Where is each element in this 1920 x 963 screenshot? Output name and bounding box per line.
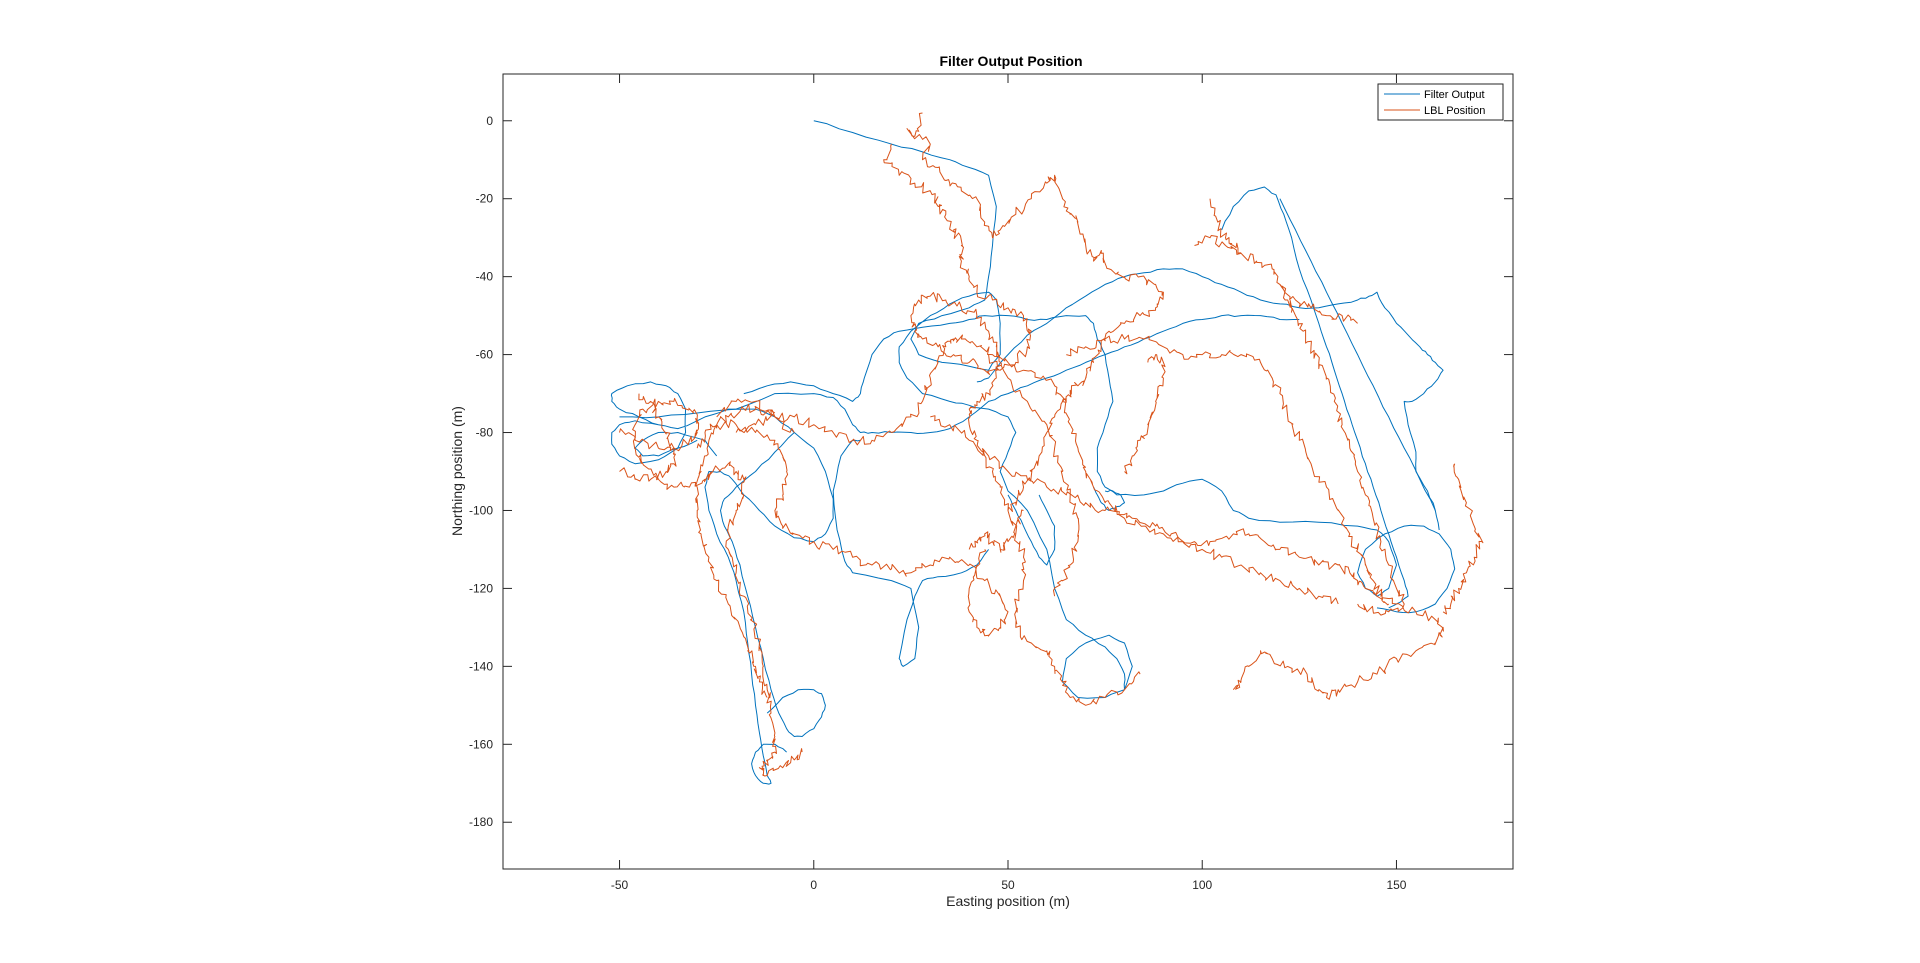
lbl-position-line-segment <box>716 398 795 433</box>
filter-output-line-segment <box>1221 186 1409 609</box>
filter-output-line-segment <box>1279 198 1436 511</box>
lbl-position-line-segment <box>930 415 1339 605</box>
y-tick-label: -120 <box>469 581 493 595</box>
lbl-position-line-segment <box>1066 333 1390 606</box>
legend-label-filter-output: Filter Output <box>1424 89 1485 101</box>
lbl-position-line-segment <box>696 419 1009 637</box>
lbl-position-line-segment <box>619 397 803 777</box>
ticks-layer: -50 0 50 100 150 0 -20 -40 -60 -80 -100 -120 -140 -16… <box>469 74 1513 892</box>
filter-output-line-segment <box>1007 494 1056 566</box>
lbl-position-line-segment <box>735 334 1444 700</box>
filter-output-line-segment <box>619 314 1300 434</box>
x-tick-label: -50 <box>611 878 629 892</box>
lbl-position-line-segment <box>695 403 776 698</box>
y-tick-label: -80 <box>476 426 494 440</box>
lbl-position-line-segment <box>1279 284 1358 324</box>
lbl-position-line-segment <box>1442 463 1484 615</box>
lbl-position-line-segment <box>883 143 1141 706</box>
y-tick-label: -60 <box>476 348 494 362</box>
y-tick-label: -140 <box>469 659 493 673</box>
x-tick-label: 0 <box>810 878 817 892</box>
y-tick-label: -100 <box>469 503 493 517</box>
x-tick-label: 50 <box>1001 878 1015 892</box>
filter-output-line-segment <box>813 120 1133 699</box>
filter-output-line-segment <box>720 432 826 737</box>
x-tick-label: 100 <box>1192 878 1212 892</box>
legend-label-lbl-position: LBL Position <box>1424 105 1485 117</box>
y-tick-label: -40 <box>476 270 494 284</box>
plot-area: -50 0 50 100 150 0 -20 -40 -60 -80 -100 -120 -140 -16… <box>469 73 1514 892</box>
lbl-position-line-segment <box>1194 235 1405 616</box>
series-layer <box>610 112 1484 785</box>
lbl-position-line-segment <box>619 393 677 482</box>
y-axis-label: Northing position (m) <box>449 406 465 536</box>
y-tick-label: 0 <box>486 114 493 128</box>
chart-title: Filter Output Position <box>939 53 1082 69</box>
lbl-position-line-segment <box>906 112 1164 512</box>
filter-output-line-segment <box>976 268 1444 531</box>
x-axis-label: Easting position (m) <box>946 893 1070 909</box>
filter-output-line-segment <box>610 381 834 785</box>
filter-output-line-segment <box>1093 486 1125 511</box>
y-tick-label: -180 <box>469 815 493 829</box>
y-tick-label: -160 <box>469 737 493 751</box>
x-tick-label: 150 <box>1386 878 1406 892</box>
legend-box <box>1377 83 1504 121</box>
lbl-position-line-segment <box>988 354 1080 597</box>
filter-output-line-segment <box>832 439 989 667</box>
y-tick-label: -20 <box>476 192 494 206</box>
lbl-position-line-segment <box>1124 354 1166 475</box>
legend: Filter Output LBL Position <box>1377 83 1504 121</box>
lbl-position-line-segment <box>968 509 1024 553</box>
filter-output-line-segment <box>743 314 1456 614</box>
lbl-position-line-segment <box>1209 198 1242 254</box>
